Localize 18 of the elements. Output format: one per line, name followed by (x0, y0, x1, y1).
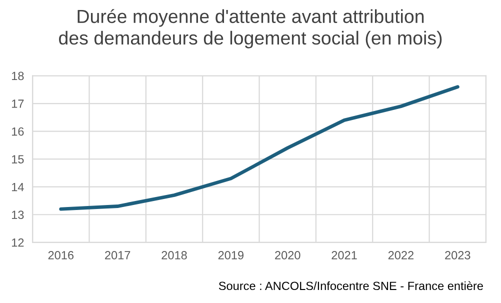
x-tick-label: 2017 (105, 251, 130, 260)
chart-title: Durée moyenne d'attente avant attribution des demandeurs de logement social (en mois) (59, 9, 442, 48)
y-tick-label: 16 (12, 127, 24, 136)
y-tick-label: 18 (12, 72, 24, 80)
y-tick-label: 12 (12, 238, 24, 247)
x-tick-label: 2022 (388, 251, 414, 260)
y-tick-label: 14 (12, 183, 24, 192)
x-tick-label: 2019 (218, 251, 244, 260)
x-tick-label: 2023 (445, 251, 470, 260)
x-tick-label: 2020 (275, 251, 300, 260)
x-tick-label: 2021 (332, 251, 357, 260)
y-tick-label: 15 (12, 155, 24, 164)
y-tick-label: 17 (12, 100, 24, 108)
x-tick-label: 2016 (48, 251, 74, 260)
source-note: Source : ANCOLS/Infocentre SNE - France entière (218, 281, 483, 290)
x-tick-label: 2018 (162, 251, 187, 260)
y-tick-label: 13 (12, 210, 24, 220)
line-series (59, 85, 460, 211)
